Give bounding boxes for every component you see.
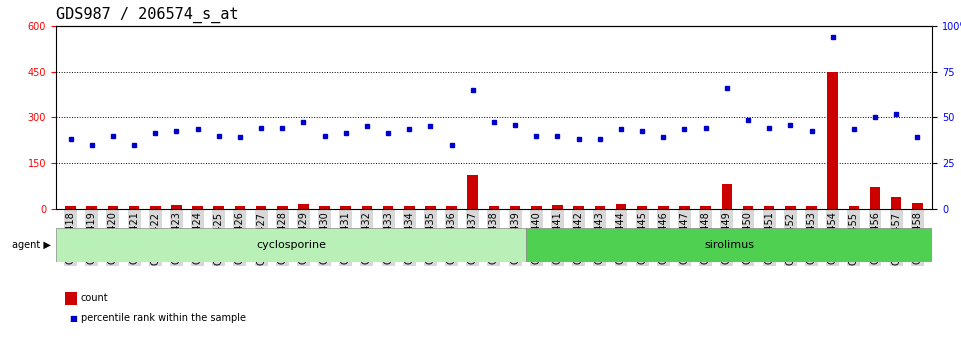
Bar [277, 206, 287, 209]
Bar [637, 206, 648, 209]
Bar [806, 206, 817, 209]
Bar [743, 206, 753, 209]
Text: cyclosporine: cyclosporine [256, 240, 326, 250]
Bar [467, 175, 478, 209]
Bar [595, 206, 605, 209]
Bar [827, 71, 838, 209]
Text: GDS987 / 206574_s_at: GDS987 / 206574_s_at [56, 7, 238, 23]
Bar [319, 206, 330, 209]
Bar [574, 206, 584, 209]
Bar [658, 206, 669, 209]
Bar [298, 204, 308, 209]
Bar [679, 206, 690, 209]
Bar [912, 203, 923, 209]
Bar [340, 206, 351, 209]
Bar [86, 206, 97, 209]
Bar [234, 206, 245, 209]
Bar [171, 205, 182, 209]
Bar [722, 184, 732, 209]
Bar [616, 204, 627, 209]
Bar [361, 206, 372, 209]
Bar [553, 205, 563, 209]
Text: ■: ■ [69, 314, 77, 323]
Bar [531, 206, 542, 209]
Text: sirolimus: sirolimus [704, 240, 754, 250]
Bar [382, 206, 393, 209]
Bar [256, 206, 266, 209]
Text: percentile rank within the sample: percentile rank within the sample [81, 313, 246, 323]
Bar [849, 206, 859, 209]
Bar [150, 206, 160, 209]
Bar [213, 206, 224, 209]
Bar [108, 206, 118, 209]
Bar [56, 228, 526, 262]
Bar [526, 228, 932, 262]
Bar [764, 206, 775, 209]
Bar [65, 206, 76, 209]
Bar [404, 206, 414, 209]
Bar [488, 206, 500, 209]
Bar [446, 206, 456, 209]
Bar [510, 206, 521, 209]
Bar [891, 197, 901, 209]
Bar [425, 206, 435, 209]
Bar [785, 206, 796, 209]
Text: agent ▶: agent ▶ [12, 240, 51, 250]
Bar [870, 187, 880, 209]
Bar [192, 206, 203, 209]
Bar [129, 206, 139, 209]
Text: count: count [81, 294, 109, 303]
Bar [701, 206, 711, 209]
